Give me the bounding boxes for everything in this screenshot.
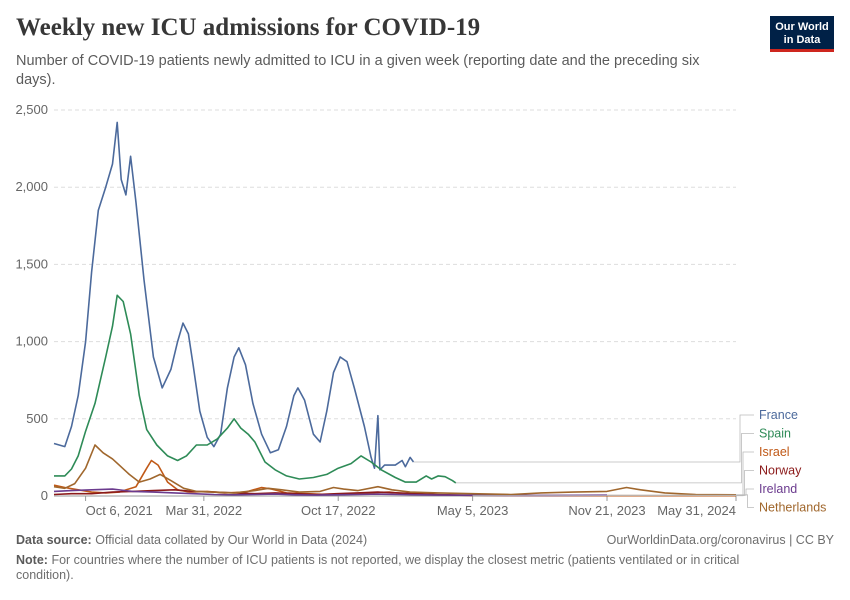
x-tick-label: May 5, 2023 [437, 503, 509, 518]
y-tick-label: 500 [26, 411, 48, 426]
series-line-france[interactable] [53, 121, 415, 471]
x-tick-label: Oct 6, 2021 [86, 503, 153, 518]
legend-connector [736, 494, 754, 508]
y-axis-ticks: 0 500 1,000 1,500 2,000 2,500 [15, 102, 48, 503]
footnote: Note: For countries where the number of … [16, 553, 796, 583]
legend-connector [607, 488, 754, 496]
series-line-ireland[interactable] [53, 488, 608, 497]
y-tick-label: 2,500 [15, 102, 48, 117]
note-label: Note: [16, 553, 48, 567]
line-chart: 0 500 1,000 1,500 2,000 2,500 Oct 6, 2021 Mar … [15, 102, 826, 518]
series-line-norway[interactable] [53, 489, 473, 497]
logo-line-2: in Data [783, 33, 821, 46]
legend-connector [455, 433, 754, 484]
legend-connector [413, 414, 754, 463]
data-source-label: Data source: [16, 533, 92, 547]
legend-label-ireland[interactable]: Ireland [759, 482, 797, 496]
source-url-link[interactable]: OurWorldinData.org/coronavirus | CC BY [606, 533, 834, 547]
legend-label-france[interactable]: France [759, 408, 798, 422]
y-tick-label: 0 [41, 488, 48, 503]
legend-label-norway[interactable]: Norway [759, 464, 802, 478]
x-tick-label: Nov 21, 2023 [568, 503, 645, 518]
y-tick-label: 2,000 [15, 179, 48, 194]
gridlines [54, 109, 736, 420]
series-lines [53, 121, 737, 497]
owid-logo[interactable]: Our World in Data [770, 16, 834, 52]
data-source: Data source: Official data collated by O… [16, 533, 367, 547]
y-tick-label: 1,000 [15, 334, 48, 349]
series-line-spain[interactable] [54, 294, 457, 484]
legend: France Spain Israel Norway Ireland Netherland… [413, 408, 826, 515]
chart-title: Weekly new ICU admissions for COVID-19 [16, 14, 481, 41]
x-tick-label: May 31, 2024 [657, 503, 736, 518]
data-source-text: Official data collated by Our World in D… [95, 533, 368, 547]
chart-subtitle: Number of COVID-19 patients newly admitt… [16, 53, 700, 88]
x-tick-label: Oct 17, 2022 [301, 503, 375, 518]
note-text: For countries where the number of ICU pa… [16, 553, 740, 582]
logo-line-1: Our World [775, 21, 829, 33]
legend-label-spain[interactable]: Spain [759, 427, 791, 441]
legend-label-israel[interactable]: Israel [759, 445, 790, 459]
x-tick-label: Mar 31, 2022 [166, 503, 243, 518]
legend-label-netherlands[interactable]: Netherlands [759, 501, 826, 515]
y-tick-label: 1,500 [15, 256, 48, 271]
x-axis: Oct 6, 2021 Mar 31, 2022 Oct 17, 2022 May 5… [54, 495, 737, 518]
series-line-netherlands[interactable] [53, 444, 737, 496]
